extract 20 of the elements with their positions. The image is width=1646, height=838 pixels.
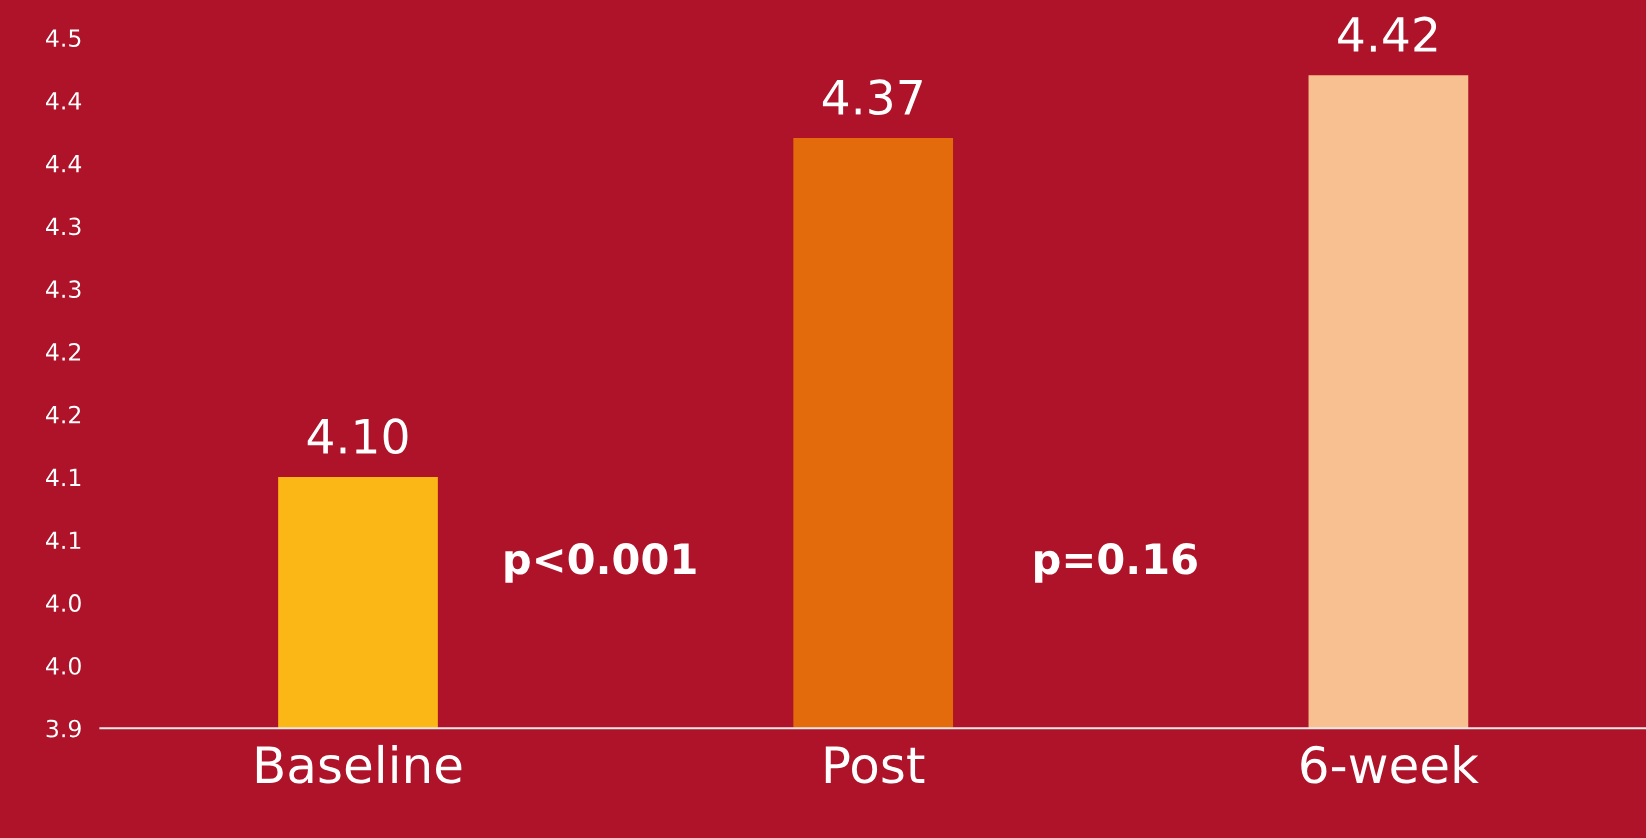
annotation: p<0.001 xyxy=(505,543,696,583)
data-label: 4.37 xyxy=(822,79,922,116)
data-label: 4.10 xyxy=(307,418,408,455)
annotation: p=0.16 xyxy=(1035,543,1197,583)
y-tick-label: 4.1 xyxy=(46,468,81,487)
y-tick-label: 4.4 xyxy=(46,154,82,173)
y-tick-label: 4.0 xyxy=(46,656,81,675)
y-tick-label: 4.1 xyxy=(46,531,81,549)
x-tick-label: Baseline xyxy=(256,744,462,784)
y-tick-label: 4.3 xyxy=(46,280,81,299)
y-tick-label: 4.0 xyxy=(46,594,81,612)
y-tick-label: 4.4 xyxy=(46,92,82,110)
y-tick-label: 4.3 xyxy=(46,217,81,236)
x-tick-label: 6-week xyxy=(1301,744,1479,784)
y-tick-label: 4.2 xyxy=(46,343,81,361)
y-tick-label: 4.2 xyxy=(46,405,81,424)
x-tick-label: Post xyxy=(825,746,925,784)
y-tick-label: 3.9 xyxy=(46,719,81,738)
y-tick-label: 4.5 xyxy=(46,29,81,47)
data-label: 4.42 xyxy=(1338,16,1437,52)
